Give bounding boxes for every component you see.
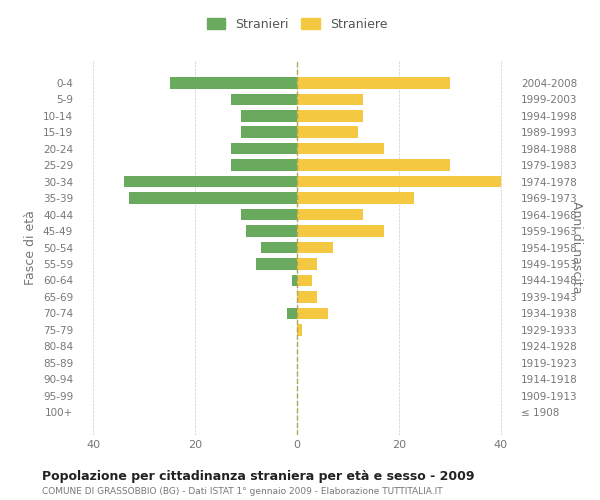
Bar — [297, 226, 383, 237]
Y-axis label: Anni di nascita: Anni di nascita — [570, 201, 583, 294]
Bar — [241, 126, 297, 138]
Bar — [297, 324, 302, 336]
Bar — [297, 160, 450, 171]
Bar — [241, 110, 297, 122]
Bar — [297, 274, 312, 286]
Text: COMUNE DI GRASSOBBIO (BG) - Dati ISTAT 1° gennaio 2009 - Elaborazione TUTTITALIA: COMUNE DI GRASSOBBIO (BG) - Dati ISTAT 1… — [42, 488, 443, 496]
Bar — [297, 291, 317, 302]
Bar — [246, 226, 297, 237]
Bar — [297, 176, 501, 188]
Bar — [170, 77, 297, 88]
Bar — [124, 176, 297, 188]
Bar — [241, 209, 297, 220]
Bar — [297, 126, 358, 138]
Text: Popolazione per cittadinanza straniera per età e sesso - 2009: Popolazione per cittadinanza straniera p… — [42, 470, 475, 483]
Bar — [256, 258, 297, 270]
Bar — [262, 242, 297, 254]
Bar — [231, 94, 297, 105]
Bar — [297, 242, 332, 254]
Y-axis label: Fasce di età: Fasce di età — [25, 210, 37, 285]
Bar — [231, 160, 297, 171]
Bar — [297, 143, 383, 154]
Bar — [292, 274, 297, 286]
Bar — [297, 192, 414, 204]
Bar — [297, 308, 328, 319]
Bar — [297, 209, 363, 220]
Legend: Stranieri, Straniere: Stranieri, Straniere — [206, 18, 388, 30]
Bar — [129, 192, 297, 204]
Bar — [297, 110, 363, 122]
Bar — [297, 258, 317, 270]
Bar — [297, 94, 363, 105]
Bar — [287, 308, 297, 319]
Bar — [297, 77, 450, 88]
Bar — [231, 143, 297, 154]
